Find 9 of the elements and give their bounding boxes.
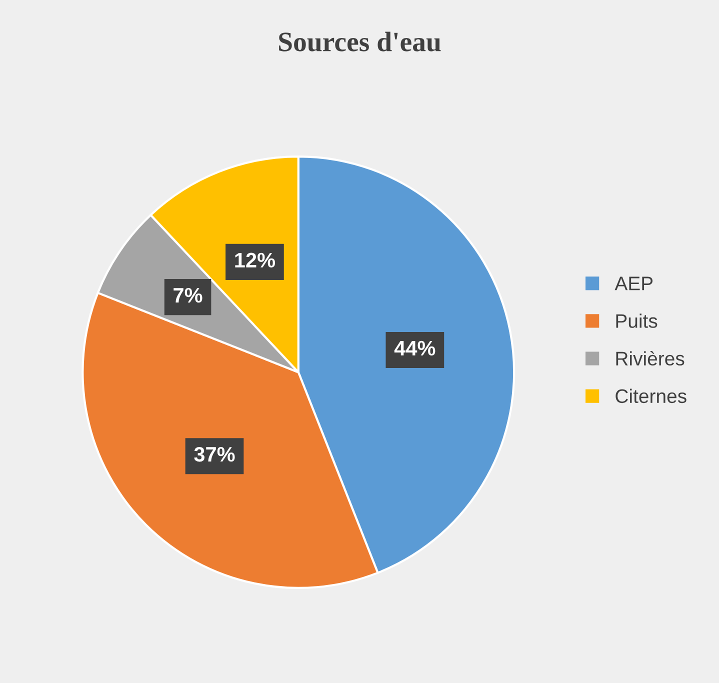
legend-label: Rivières [616,350,684,366]
data-label: 12% [235,252,276,268]
legend-label: Citernes [616,388,686,404]
data-label: 44% [394,340,436,356]
chart-title: Sources d'eau [279,32,441,52]
data-label: 37% [194,446,235,462]
legend-label: Puits [616,314,658,328]
legend-label: AEP [614,276,653,290]
data-label: 7% [174,288,202,303]
